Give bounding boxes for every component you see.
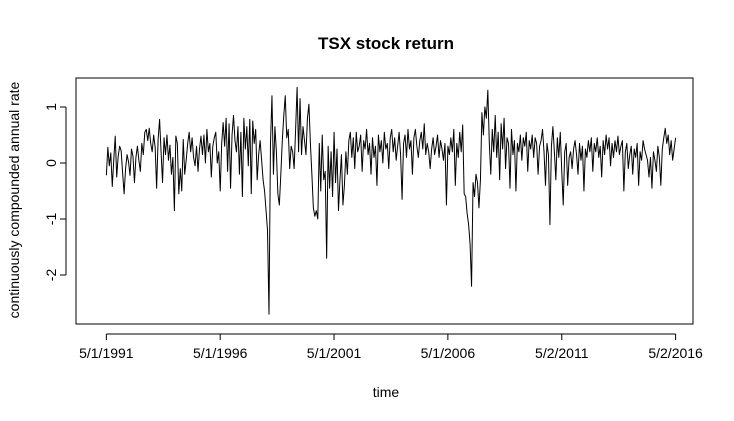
y-axis-label: continuously compounded annual rate [6, 81, 22, 318]
x-tick-label: 5/1/2006 [421, 345, 476, 361]
x-tick-label: 5/1/1991 [79, 345, 134, 361]
x-axis: 5/1/1991 5/1/1996 5/1/2001 5/1/2006 5/2/2011… [79, 333, 703, 361]
y-tick-label: 0 [43, 159, 59, 167]
y-tick-label: -1 [43, 213, 59, 226]
y-axis: -2 -1 0 1 [43, 103, 67, 282]
chart-title: TSX stock return [318, 34, 454, 53]
x-axis-label: time [373, 384, 400, 400]
x-tick-label: 5/2/2016 [648, 345, 703, 361]
x-tick-label: 5/2/2011 [535, 345, 589, 361]
series-layer [105, 86, 677, 315]
x-tick-label: 5/1/2001 [307, 345, 362, 361]
y-tick-label: 1 [43, 103, 59, 111]
plot-area-frame [75, 77, 694, 325]
x-tick-label: 5/1/1996 [193, 345, 248, 361]
series-line [105, 86, 677, 315]
y-tick-label: -2 [43, 269, 59, 282]
